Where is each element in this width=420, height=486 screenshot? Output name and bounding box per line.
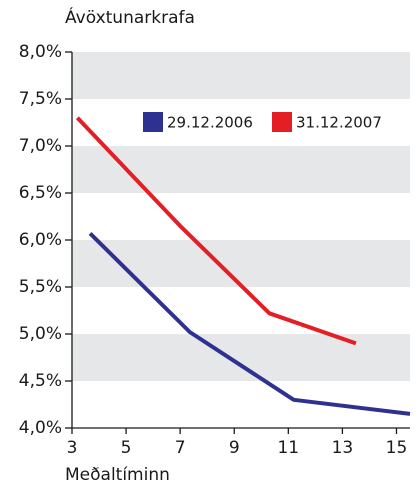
x-tick-label: 11 (277, 438, 299, 458)
series-line (88, 231, 411, 416)
legend-label: 29.12.2006 (167, 114, 253, 132)
x-tick-label: 3 (67, 438, 78, 458)
grid-band (72, 240, 410, 287)
x-tick-label: 9 (229, 438, 240, 458)
legend-label: 31.12.2007 (296, 114, 382, 132)
series-line (75, 116, 357, 346)
y-tick-label: 7,5% (19, 89, 62, 109)
grid-band (72, 52, 410, 99)
grid-band (72, 334, 410, 381)
x-tick-label: 7 (175, 438, 186, 458)
y-tick-label: 5,0% (19, 324, 62, 344)
y-tick-label: 5,5% (19, 277, 62, 297)
x-axis-title: Meðaltíminn (65, 465, 170, 485)
y-tick-label: 8,0% (19, 42, 62, 62)
x-tick-label: 13 (332, 438, 354, 458)
x-tick-label: 5 (121, 438, 132, 458)
legend-swatch (272, 112, 292, 132)
y-tick-label: 4,0% (19, 418, 62, 438)
y-tick-label: 6,5% (19, 183, 62, 203)
y-tick-label: 4,5% (19, 371, 62, 391)
grid-band (72, 146, 410, 193)
y-tick-label: 7,0% (19, 136, 62, 156)
legend-swatch (143, 112, 163, 132)
x-tick-label: 15 (386, 438, 408, 458)
y-axis-title: Ávöxtunarkrafa (65, 6, 195, 28)
y-tick-label: 6,0% (19, 230, 62, 250)
